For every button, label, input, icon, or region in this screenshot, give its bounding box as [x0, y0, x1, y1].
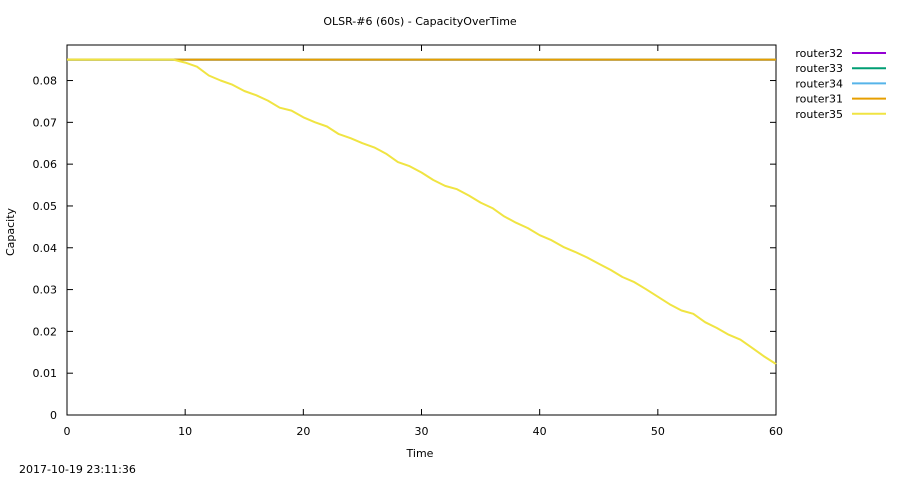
x-tick-label: 60: [769, 425, 783, 438]
timestamp-footer: 2017-10-19 23:11:36: [19, 463, 136, 476]
x-tick-label: 20: [296, 425, 310, 438]
plot-frame: [66, 44, 777, 416]
x-tick-label: 40: [533, 425, 547, 438]
y-tick-label: 0: [50, 409, 57, 422]
y-tick-label: 0.02: [33, 325, 58, 338]
y-tick-label: 0.03: [33, 284, 58, 297]
chart-title: OLSR-#6 (60s) - CapacityOverTime: [323, 15, 517, 28]
x-tick-label: 50: [651, 425, 665, 438]
legend-label-router31: router31: [795, 93, 843, 106]
y-axis-label: Capacity: [4, 207, 17, 256]
y-tick-label: 0.04: [33, 242, 58, 255]
y-tick-label: 0.08: [33, 75, 58, 88]
legend-label-router32: router32: [795, 47, 843, 60]
x-tick-label: 0: [64, 425, 71, 438]
legend: router32 router33 router34 router31 router35: [795, 47, 886, 121]
x-tick-label: 10: [178, 425, 192, 438]
y-tick-label: 0.05: [33, 200, 58, 213]
y-tick-label: 0.01: [33, 367, 58, 380]
series-line-router35: [67, 58, 777, 365]
y-tick-label: 0.06: [33, 158, 58, 171]
legend-label-router34: router34: [795, 77, 843, 90]
x-axis-label: Time: [406, 447, 434, 460]
legend-label-router33: router33: [795, 62, 843, 75]
plot-area: 0 10 20 30 40 50 60 0 0.01 0.02 0.03 0.04 0.05 0.06 0.…: [33, 44, 783, 438]
y-tick-label: 0.07: [33, 116, 58, 129]
x-tick-label: 30: [415, 425, 429, 438]
legend-label-router35: router35: [795, 108, 843, 121]
